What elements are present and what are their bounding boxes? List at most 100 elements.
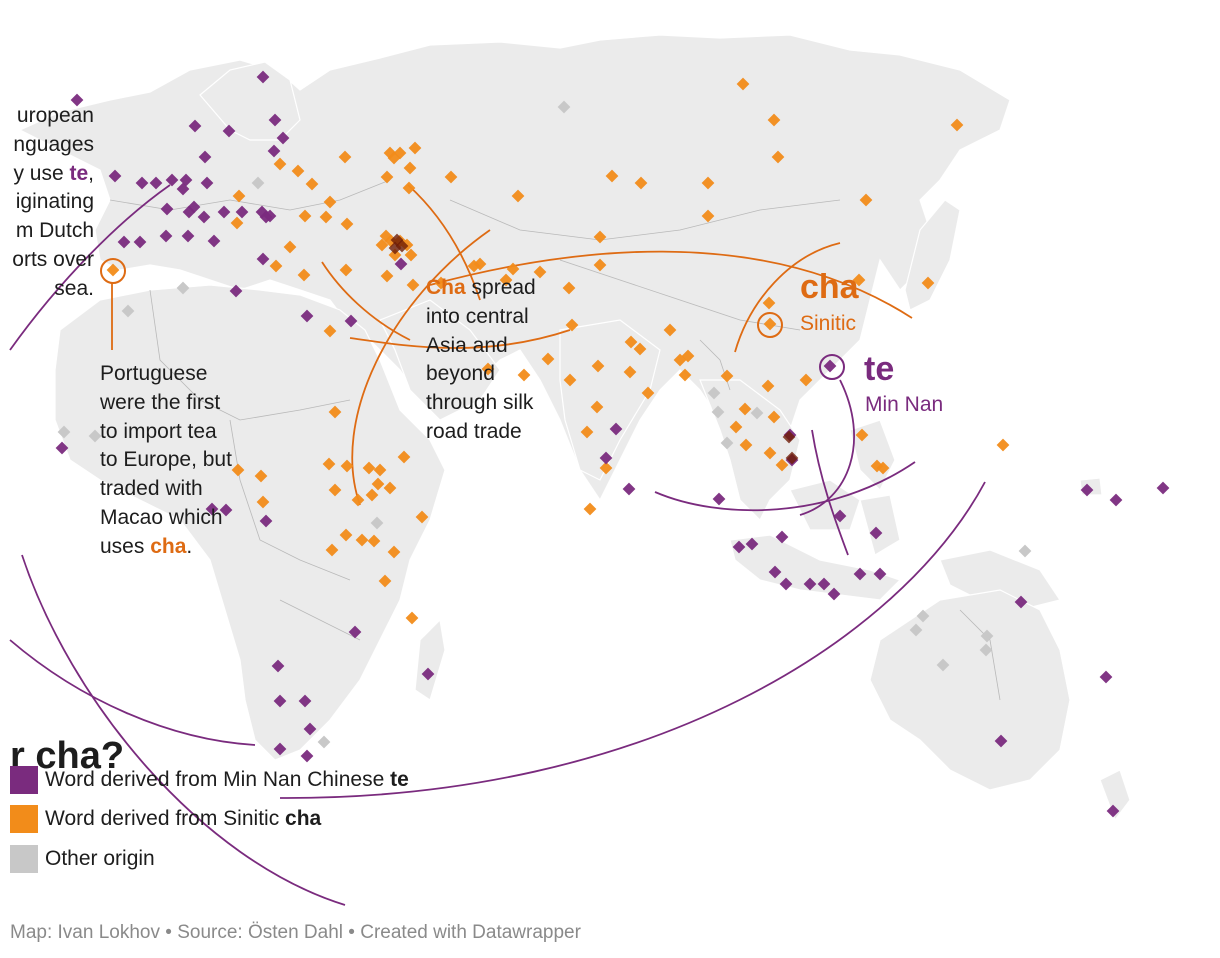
marker-cha[interactable]	[405, 611, 419, 625]
arrow-cha-med	[321, 261, 411, 341]
marker-cha[interactable]	[403, 161, 417, 175]
marker-cha[interactable]	[365, 488, 379, 502]
marker-te[interactable]	[133, 235, 147, 249]
marker-cha[interactable]	[322, 457, 336, 471]
marker-te[interactable]	[165, 173, 179, 187]
marker-cha[interactable]	[298, 209, 312, 223]
marker-cha[interactable]	[380, 170, 394, 184]
marker-te[interactable]	[149, 176, 163, 190]
marker-cha[interactable]	[388, 248, 402, 262]
marker-cha[interactable]	[305, 177, 319, 191]
marker-te[interactable]	[622, 482, 636, 496]
marker-cha[interactable]	[232, 189, 246, 203]
marker-cha[interactable]	[406, 278, 420, 292]
marker-te[interactable]	[117, 235, 131, 249]
marker-te[interactable]	[1099, 670, 1113, 684]
marker-te[interactable]	[256, 70, 270, 84]
marker-cha[interactable]	[319, 210, 333, 224]
marker-cha[interactable]	[402, 181, 416, 195]
marker-cha[interactable]	[339, 263, 353, 277]
marker-te[interactable]	[108, 169, 122, 183]
marker-other-origin[interactable]	[317, 735, 331, 749]
marker-cha[interactable]	[328, 483, 342, 497]
marker-other-origin[interactable]	[57, 425, 71, 439]
marker-cha[interactable]	[340, 217, 354, 231]
marker-te[interactable]	[300, 309, 314, 323]
marker-cha[interactable]	[583, 502, 597, 516]
marker-te[interactable]	[135, 176, 149, 190]
marker-te[interactable]	[229, 284, 243, 298]
marker-te[interactable]	[222, 124, 236, 138]
marker-cha[interactable]	[375, 238, 389, 252]
marker-other-origin[interactable]	[176, 281, 190, 295]
marker-te[interactable]	[176, 182, 190, 196]
marker-te[interactable]	[207, 234, 221, 248]
marker-te[interactable]	[200, 176, 214, 190]
marker-cha[interactable]	[338, 150, 352, 164]
marker-te[interactable]	[55, 441, 69, 455]
marker-cha[interactable]	[373, 463, 387, 477]
marker-cha[interactable]	[371, 477, 385, 491]
marker-other-origin[interactable]	[121, 304, 135, 318]
marker-te[interactable]	[198, 150, 212, 164]
marker-cha[interactable]	[254, 469, 268, 483]
marker-cha[interactable]	[467, 259, 481, 273]
marker-cha[interactable]	[404, 248, 418, 262]
marker-te[interactable]	[267, 144, 281, 158]
footer-datawrapper-link[interactable]: Created with Datawrapper	[360, 922, 581, 943]
marker-cha[interactable]	[256, 495, 270, 509]
marker-te[interactable]	[188, 119, 202, 133]
marker-te[interactable]	[256, 252, 270, 266]
marker-te[interactable]	[268, 113, 282, 127]
marker-cha[interactable]	[351, 493, 365, 507]
marker-te[interactable]	[300, 749, 314, 763]
marker-cha[interactable]	[996, 438, 1010, 452]
marker-cha[interactable]	[481, 362, 495, 376]
footer-map-credit[interactable]: Map: Ivan Lokhov	[10, 922, 160, 943]
marker-cha[interactable]	[297, 268, 311, 282]
marker-cha[interactable]	[269, 259, 283, 273]
marker-other-origin[interactable]	[1018, 544, 1032, 558]
spread-arrows	[9, 184, 986, 906]
portugal-line: traded with	[100, 477, 203, 501]
legend-item-other: Other origin	[10, 844, 155, 874]
marker-te[interactable]	[394, 257, 408, 271]
marker-cha[interactable]	[380, 269, 394, 283]
marker-te[interactable]	[1109, 493, 1123, 507]
marker-cha[interactable]	[444, 170, 458, 184]
marker-cha[interactable]	[383, 481, 397, 495]
marker-te[interactable]	[182, 205, 196, 219]
marker-te[interactable]	[235, 205, 249, 219]
marker-cha[interactable]	[340, 459, 354, 473]
marker-te[interactable]	[344, 314, 358, 328]
marker-cha[interactable]	[231, 463, 245, 477]
marker-te[interactable]	[259, 210, 273, 224]
marker-cha[interactable]	[387, 151, 401, 165]
marker-te[interactable]	[217, 205, 231, 219]
marker-te[interactable]	[197, 210, 211, 224]
marker-cha[interactable]	[230, 216, 244, 230]
marker-cha[interactable]	[323, 195, 337, 209]
marker-cha[interactable]	[408, 141, 422, 155]
marker-cha[interactable]	[328, 405, 342, 419]
marker-cha[interactable]	[499, 273, 513, 287]
marker-cha[interactable]	[323, 324, 337, 338]
marker-cha[interactable]	[273, 157, 287, 171]
marker-cha[interactable]	[397, 450, 411, 464]
marker-te[interactable]	[712, 492, 726, 506]
land-masses	[18, 34, 1131, 822]
marker-te[interactable]	[159, 229, 173, 243]
marker-te[interactable]	[1156, 481, 1170, 495]
marker-te[interactable]	[181, 229, 195, 243]
marker-cha[interactable]	[362, 461, 376, 475]
marker-cha[interactable]	[291, 164, 305, 178]
marker-cha[interactable]	[434, 276, 448, 290]
marker-other-origin[interactable]	[88, 429, 102, 443]
marker-te[interactable]	[160, 202, 174, 216]
marker-overlap[interactable]	[395, 239, 409, 253]
marker-other-origin[interactable]	[251, 176, 265, 190]
footer-source[interactable]: Source: Östen Dahl	[177, 922, 344, 943]
marker-cha[interactable]	[283, 240, 297, 254]
marker-te[interactable]	[276, 131, 290, 145]
silkroad-line: Cha spread	[426, 276, 536, 299]
